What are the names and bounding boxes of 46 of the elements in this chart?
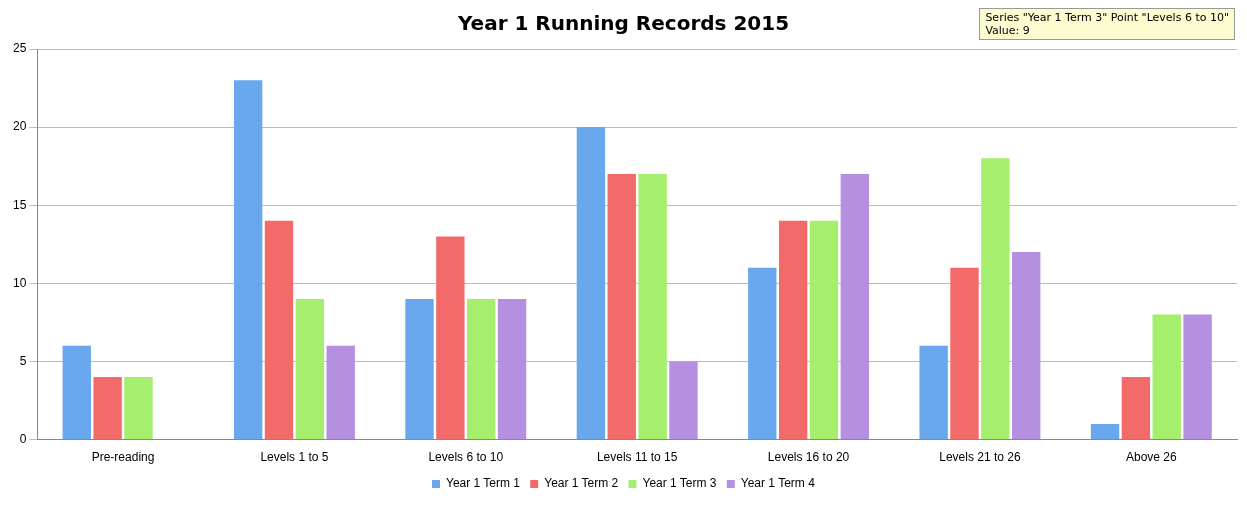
bar [264, 220, 294, 440]
x-tick-label: Above 26 [1125, 450, 1177, 465]
legend-label: Year 1 Term 3 [642, 476, 717, 491]
bar [669, 361, 698, 440]
x-tick-label: Levels 16 to 20 [767, 450, 850, 465]
y-tick-label: 10 [12, 275, 27, 290]
x-tick-label: Levels 1 to 5 [260, 450, 329, 465]
bar [1090, 423, 1120, 440]
bar [436, 236, 465, 440]
text: Series "Year 1 Term 3" Point "Levels 6 to 10" Value: 9 [979, 8, 1235, 41]
bar [778, 220, 808, 440]
legend-label: Year 1 Term 2 [544, 476, 619, 491]
bar [1183, 314, 1212, 440]
bar [1121, 377, 1151, 440]
bar [576, 127, 606, 440]
bar [1012, 252, 1041, 440]
bar [981, 158, 1010, 440]
chart-title: Year 1 Running Records 2015 [456, 11, 790, 36]
bar [295, 298, 325, 440]
bar [233, 80, 263, 440]
bar [62, 345, 91, 440]
bar [607, 173, 636, 440]
x-tick-label: Levels 11 to 15 [596, 450, 678, 465]
bar [748, 267, 777, 440]
bar [93, 377, 122, 440]
bar [950, 267, 979, 440]
y-tick-label: 20 [12, 119, 27, 134]
x-tick-label: Levels 21 to 26 [939, 450, 1021, 465]
bar [124, 377, 153, 440]
x-tick-label: Pre-reading [91, 450, 155, 465]
bar [326, 345, 355, 440]
bar [809, 220, 839, 440]
legend-label: Year 1 Term 4 [740, 476, 816, 491]
bar [405, 298, 434, 440]
y-tick-label: 25 [12, 41, 27, 56]
legend-label: Year 1 Term 1 [445, 476, 521, 491]
x-tick-label: Levels 6 to 10 [428, 450, 504, 465]
bar [840, 173, 870, 440]
y-tick-label: 15 [12, 197, 27, 212]
y-tick-label: 5 [19, 353, 27, 368]
bar [919, 345, 948, 440]
y-tick-label: 0 [19, 431, 27, 446]
bar [497, 298, 527, 440]
bar [467, 298, 496, 440]
bar [638, 173, 667, 440]
bar [1152, 314, 1181, 440]
